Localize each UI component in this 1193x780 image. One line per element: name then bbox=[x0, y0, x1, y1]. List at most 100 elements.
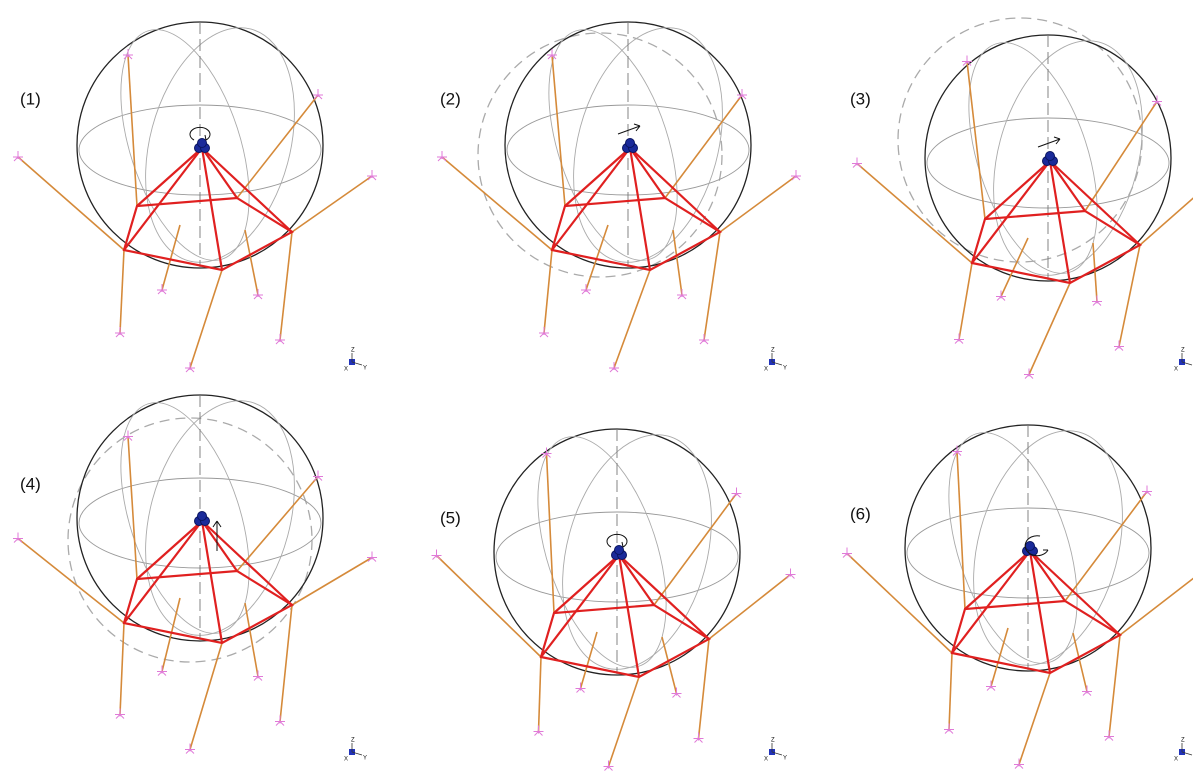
axis-label: Y bbox=[363, 366, 367, 372]
leg bbox=[245, 603, 258, 677]
foot bbox=[1092, 296, 1102, 306]
foot bbox=[954, 334, 964, 344]
leg bbox=[609, 677, 640, 767]
axis-label: Z bbox=[771, 738, 775, 744]
panel: (4)ZXY bbox=[13, 384, 377, 763]
leg bbox=[957, 452, 965, 610]
leg bbox=[1085, 102, 1157, 212]
leg bbox=[1001, 238, 1028, 297]
joint bbox=[198, 512, 207, 521]
motion-arrow bbox=[1038, 137, 1060, 147]
panel: (6)ZXY bbox=[842, 414, 1193, 769]
foot bbox=[986, 681, 996, 691]
meridian bbox=[549, 11, 746, 279]
leg bbox=[720, 176, 796, 232]
foot bbox=[672, 688, 682, 698]
leg bbox=[292, 558, 372, 606]
leg bbox=[1065, 492, 1147, 602]
foot bbox=[313, 89, 323, 99]
leg bbox=[673, 230, 682, 295]
foot bbox=[157, 666, 167, 676]
meridian bbox=[524, 14, 703, 276]
foot bbox=[1014, 759, 1024, 769]
leg bbox=[959, 263, 972, 340]
axis-label: Y bbox=[783, 756, 787, 762]
leg bbox=[437, 556, 542, 658]
leg bbox=[539, 657, 542, 732]
leg bbox=[552, 55, 565, 206]
leg bbox=[120, 250, 124, 333]
panel-label: (5) bbox=[440, 508, 461, 527]
foot bbox=[115, 709, 125, 719]
meridian bbox=[96, 387, 275, 649]
strut bbox=[202, 148, 222, 270]
meridian bbox=[969, 24, 1166, 292]
meridian bbox=[924, 417, 1103, 679]
meridian bbox=[949, 414, 1146, 682]
leg bbox=[292, 176, 372, 232]
strut bbox=[124, 148, 202, 250]
leg bbox=[1120, 573, 1193, 636]
foot bbox=[539, 327, 549, 337]
strut bbox=[952, 551, 1030, 653]
panel: (1)ZXY bbox=[13, 11, 377, 373]
axis-label: Z bbox=[771, 348, 775, 354]
foot bbox=[581, 284, 591, 294]
panel: (2)ZXY bbox=[437, 11, 801, 373]
axis-label: Z bbox=[351, 738, 355, 744]
strut bbox=[1030, 551, 1065, 601]
foot bbox=[1152, 96, 1162, 106]
leg bbox=[665, 95, 742, 198]
axis-label: Z bbox=[1181, 738, 1185, 744]
strut bbox=[630, 148, 650, 270]
foot bbox=[185, 744, 195, 754]
joint bbox=[626, 139, 635, 148]
leg bbox=[949, 653, 952, 730]
leg bbox=[245, 230, 258, 295]
foot bbox=[1024, 369, 1034, 379]
leg bbox=[704, 232, 720, 340]
dashed-sphere bbox=[478, 33, 722, 277]
axis-label: X bbox=[764, 367, 768, 373]
strut bbox=[1030, 551, 1050, 673]
foot bbox=[1104, 731, 1114, 741]
leg bbox=[1029, 283, 1070, 375]
foot bbox=[1082, 686, 1092, 696]
foot bbox=[604, 761, 614, 771]
leg bbox=[547, 454, 555, 614]
panel-label: (3) bbox=[850, 89, 871, 108]
panel-label: (1) bbox=[20, 89, 41, 108]
axis-label: Z bbox=[1181, 348, 1185, 354]
leg bbox=[614, 270, 650, 368]
foot bbox=[1142, 486, 1152, 496]
foot bbox=[694, 733, 704, 743]
leg bbox=[857, 164, 972, 264]
strut bbox=[202, 521, 237, 571]
foot bbox=[157, 284, 167, 294]
axis-label: X bbox=[344, 367, 348, 373]
strut bbox=[619, 555, 654, 605]
leg bbox=[18, 157, 124, 250]
foot bbox=[275, 334, 285, 344]
foot bbox=[534, 726, 544, 736]
leg bbox=[190, 270, 222, 368]
leg bbox=[237, 477, 318, 572]
meridian bbox=[538, 418, 735, 686]
axis-label: X bbox=[1174, 757, 1178, 763]
meridian bbox=[944, 27, 1123, 289]
leg bbox=[128, 437, 137, 580]
strut bbox=[1050, 161, 1085, 211]
leg bbox=[581, 632, 598, 689]
meridian bbox=[513, 421, 692, 683]
joint bbox=[615, 546, 624, 555]
strut bbox=[202, 148, 237, 198]
leg bbox=[699, 639, 710, 739]
foot bbox=[1114, 341, 1124, 351]
joint bbox=[198, 139, 207, 148]
leg bbox=[120, 623, 124, 715]
leg bbox=[991, 628, 1008, 687]
leg bbox=[1019, 673, 1050, 765]
leg bbox=[190, 643, 222, 750]
joint bbox=[1026, 542, 1035, 551]
